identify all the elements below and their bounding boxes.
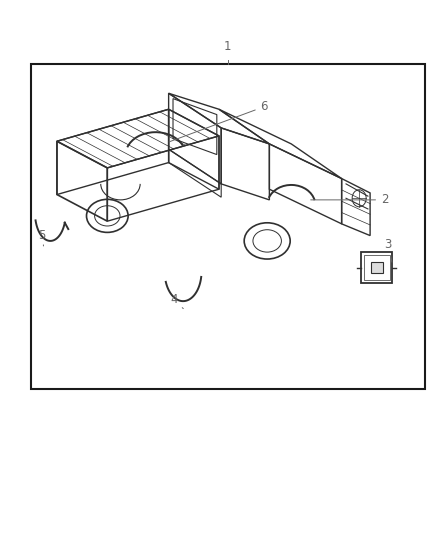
Bar bbox=[364, 255, 390, 280]
Bar bbox=[361, 252, 392, 283]
Text: 4: 4 bbox=[170, 293, 183, 309]
Bar bbox=[31, 64, 425, 389]
Text: 6: 6 bbox=[169, 100, 268, 142]
Text: 1: 1 bbox=[224, 41, 232, 53]
Text: 3: 3 bbox=[385, 238, 392, 262]
Text: 2: 2 bbox=[311, 193, 389, 206]
Bar bbox=[371, 262, 383, 273]
Text: 5: 5 bbox=[39, 229, 46, 246]
